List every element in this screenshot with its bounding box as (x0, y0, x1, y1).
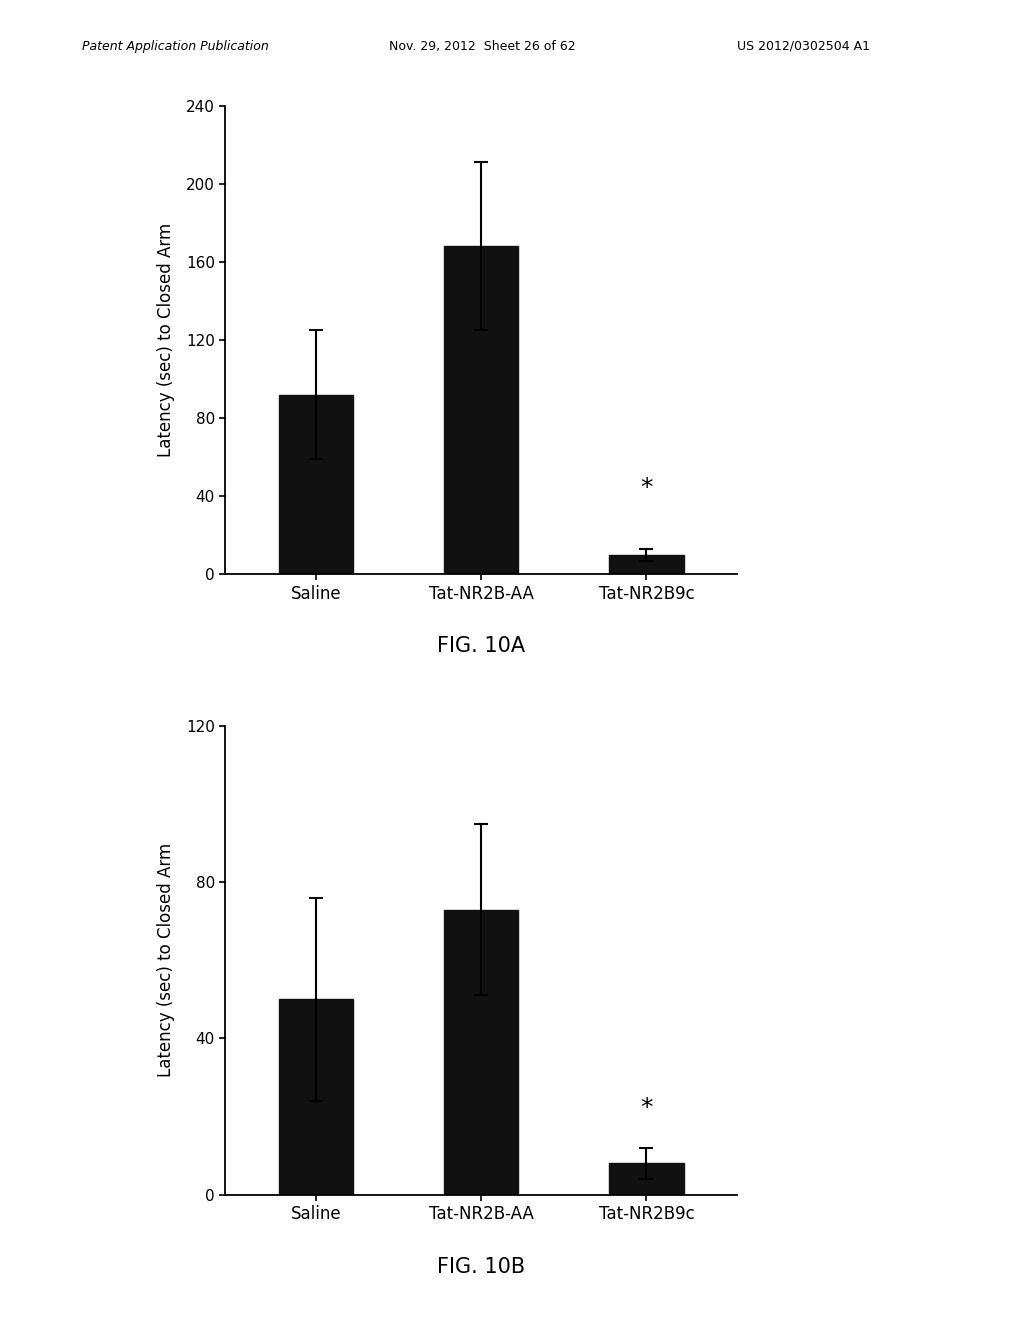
Bar (609, 554, 684, 574)
Text: *: * (640, 477, 652, 500)
Bar (279, 999, 353, 1195)
Bar (444, 909, 518, 1195)
Bar (279, 395, 353, 574)
Text: US 2012/0302504 A1: US 2012/0302504 A1 (737, 40, 870, 53)
Bar (609, 1163, 684, 1195)
Text: FIG. 10A: FIG. 10A (437, 636, 525, 656)
Y-axis label: Latency (sec) to Closed Arm: Latency (sec) to Closed Arm (157, 843, 175, 1077)
Text: *: * (640, 1097, 652, 1121)
Text: FIG. 10B: FIG. 10B (437, 1257, 525, 1276)
Bar (444, 246, 518, 574)
Text: Patent Application Publication: Patent Application Publication (82, 40, 268, 53)
Text: Nov. 29, 2012  Sheet 26 of 62: Nov. 29, 2012 Sheet 26 of 62 (389, 40, 575, 53)
Y-axis label: Latency (sec) to Closed Arm: Latency (sec) to Closed Arm (157, 223, 175, 457)
